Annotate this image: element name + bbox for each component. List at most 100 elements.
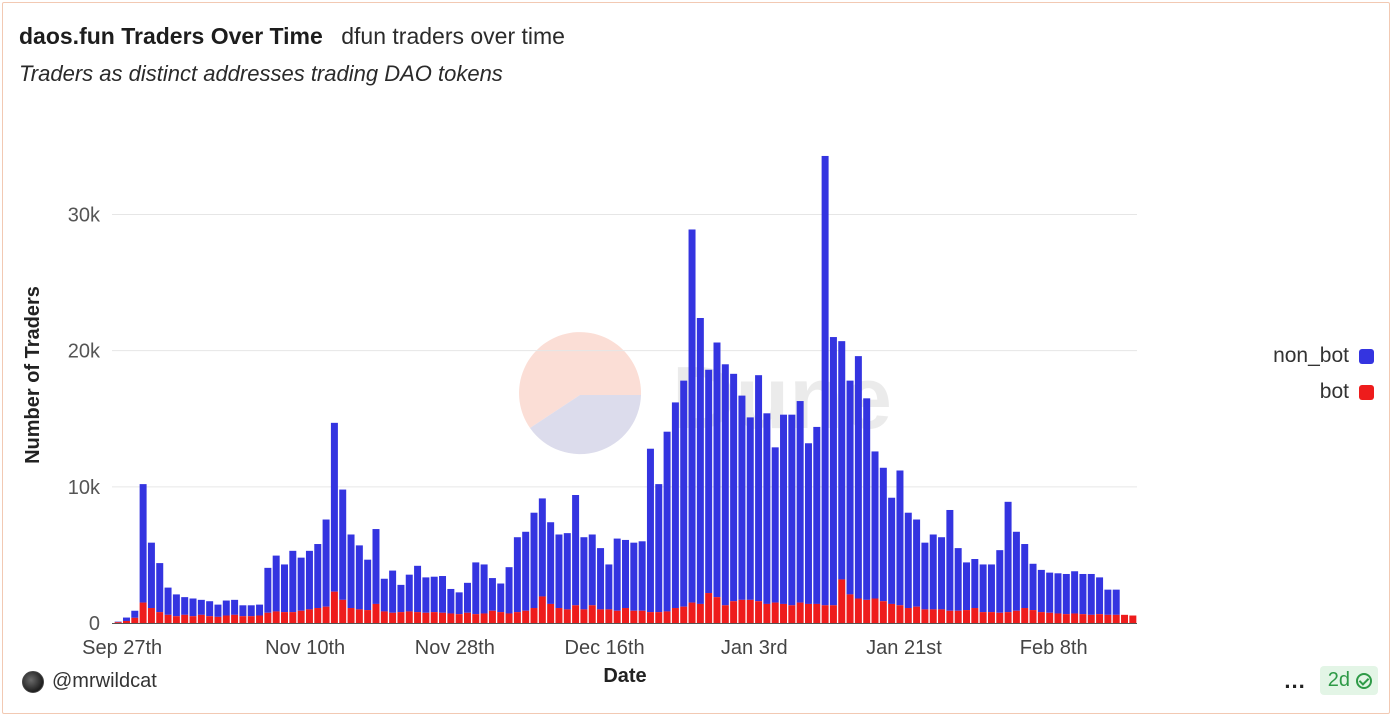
bar-bot[interactable]: [979, 612, 987, 623]
bar-bot[interactable]: [954, 610, 962, 623]
bar-non-bot[interactable]: [547, 522, 555, 604]
bar-non-bot[interactable]: [172, 594, 180, 617]
bar-bot[interactable]: [397, 612, 405, 623]
bar-non-bot[interactable]: [422, 577, 430, 613]
bar-bot[interactable]: [181, 614, 189, 623]
bar-non-bot[interactable]: [347, 534, 355, 609]
bar-bot[interactable]: [854, 598, 862, 623]
bar-bot[interactable]: [946, 610, 954, 623]
bar-non-bot[interactable]: [730, 373, 738, 602]
bar-bot[interactable]: [430, 612, 438, 623]
bar-non-bot[interactable]: [996, 550, 1004, 613]
bar-non-bot[interactable]: [488, 578, 496, 611]
bar-bot[interactable]: [829, 605, 837, 623]
bar-bot[interactable]: [638, 610, 646, 623]
bar-non-bot[interactable]: [1112, 589, 1120, 615]
bar-bot[interactable]: [630, 610, 638, 623]
bar-bot[interactable]: [1012, 610, 1020, 623]
bar-bot[interactable]: [122, 620, 130, 623]
bar-bot[interactable]: [538, 596, 546, 623]
bar-non-bot[interactable]: [380, 578, 388, 612]
bar-non-bot[interactable]: [987, 564, 995, 613]
bar-bot[interactable]: [389, 612, 397, 623]
bar-non-bot[interactable]: [646, 448, 654, 613]
bar-non-bot[interactable]: [854, 356, 862, 599]
bar-bot[interactable]: [680, 606, 688, 623]
bar-bot[interactable]: [355, 609, 363, 623]
bar-non-bot[interactable]: [879, 467, 887, 602]
bar-bot[interactable]: [838, 579, 846, 623]
bar-non-bot[interactable]: [705, 369, 713, 594]
bar-non-bot[interactable]: [314, 544, 322, 609]
bar-non-bot[interactable]: [355, 545, 363, 610]
bar-bot[interactable]: [197, 614, 205, 623]
bar-non-bot[interactable]: [738, 395, 746, 600]
bar-bot[interactable]: [339, 599, 347, 623]
bar-bot[interactable]: [996, 612, 1004, 623]
bar-bot[interactable]: [1046, 612, 1054, 623]
bar-bot[interactable]: [364, 610, 372, 623]
bar-bot[interactable]: [547, 603, 555, 623]
bar-bot[interactable]: [588, 605, 596, 623]
bar-bot[interactable]: [671, 608, 679, 623]
bar-non-bot[interactable]: [1037, 569, 1045, 613]
bar-non-bot[interactable]: [372, 529, 380, 604]
bar-non-bot[interactable]: [888, 497, 896, 604]
bar-bot[interactable]: [422, 612, 430, 623]
bar-bot[interactable]: [172, 616, 180, 623]
bar-bot[interactable]: [314, 608, 322, 623]
bar-bot[interactable]: [513, 612, 521, 623]
bar-non-bot[interactable]: [1096, 577, 1104, 615]
bar-non-bot[interactable]: [189, 598, 197, 617]
bar-bot[interactable]: [613, 610, 621, 623]
bar-non-bot[interactable]: [838, 341, 846, 580]
bar-bot[interactable]: [663, 611, 671, 623]
bar-bot[interactable]: [597, 609, 605, 623]
query-name[interactable]: dfun traders over time: [341, 23, 565, 49]
bar-non-bot[interactable]: [1021, 544, 1029, 609]
bar-bot[interactable]: [463, 612, 471, 623]
bar-bot[interactable]: [347, 608, 355, 623]
bar-bot[interactable]: [763, 603, 771, 623]
bar-non-bot[interactable]: [821, 155, 829, 606]
bar-bot[interactable]: [322, 606, 330, 623]
bar-bot[interactable]: [147, 608, 155, 623]
bar-non-bot[interactable]: [696, 317, 704, 604]
bar-non-bot[interactable]: [780, 414, 788, 604]
bar-non-bot[interactable]: [746, 417, 754, 600]
bar-non-bot[interactable]: [164, 587, 172, 615]
bar-non-bot[interactable]: [1004, 501, 1012, 613]
bar-bot[interactable]: [713, 597, 721, 623]
bar-non-bot[interactable]: [297, 557, 305, 611]
bar-non-bot[interactable]: [929, 534, 937, 610]
bar-bot[interactable]: [555, 608, 563, 623]
bar-bot[interactable]: [414, 612, 422, 623]
bar-bot[interactable]: [231, 614, 239, 623]
bar-non-bot[interactable]: [963, 562, 970, 611]
bar-bot[interactable]: [655, 612, 663, 623]
bar-bot[interactable]: [646, 612, 654, 623]
bar-bot[interactable]: [813, 603, 821, 623]
legend-item-bot[interactable]: bot: [1273, 374, 1374, 410]
bar-bot[interactable]: [1054, 613, 1062, 623]
bar-bot[interactable]: [522, 610, 530, 623]
bar-bot[interactable]: [879, 601, 887, 623]
bar-non-bot[interactable]: [239, 605, 247, 617]
bar-non-bot[interactable]: [763, 413, 771, 604]
bar-bot[interactable]: [730, 601, 738, 623]
bar-non-bot[interactable]: [771, 447, 779, 603]
bar-bot[interactable]: [888, 603, 896, 623]
legend-item-non-bot[interactable]: non_bot: [1273, 338, 1374, 374]
bar-bot[interactable]: [821, 605, 829, 623]
bar-bot[interactable]: [904, 608, 912, 623]
bar-non-bot[interactable]: [289, 550, 297, 613]
bar-bot[interactable]: [1104, 614, 1112, 623]
bar-bot[interactable]: [380, 611, 388, 623]
bar-bot[interactable]: [1062, 614, 1070, 623]
bar-non-bot[interactable]: [430, 576, 438, 613]
bar-bot[interactable]: [264, 612, 272, 623]
bar-bot[interactable]: [963, 610, 970, 623]
bar-bot[interactable]: [455, 614, 463, 623]
bar-non-bot[interactable]: [555, 534, 563, 609]
bar-bot[interactable]: [1087, 614, 1095, 623]
